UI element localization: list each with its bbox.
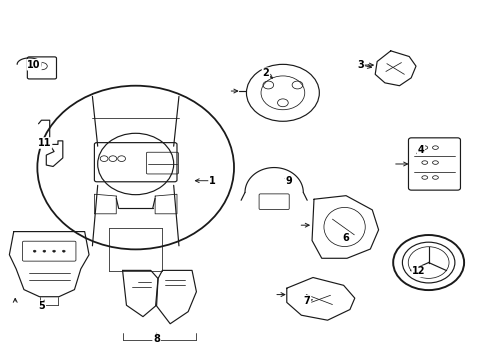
- Text: 11: 11: [38, 138, 51, 148]
- Text: 7: 7: [304, 296, 311, 306]
- Text: 4: 4: [417, 145, 424, 155]
- Text: 6: 6: [343, 233, 349, 243]
- Ellipse shape: [33, 250, 36, 252]
- Text: 12: 12: [412, 266, 426, 276]
- Text: 9: 9: [285, 176, 292, 186]
- Text: 3: 3: [357, 60, 364, 70]
- Text: 8: 8: [153, 334, 160, 344]
- Text: 1: 1: [209, 176, 216, 186]
- Text: 2: 2: [263, 68, 270, 78]
- Ellipse shape: [52, 250, 55, 252]
- Ellipse shape: [43, 250, 46, 252]
- Ellipse shape: [62, 250, 65, 252]
- Text: 10: 10: [27, 60, 41, 70]
- Text: 5: 5: [39, 301, 45, 311]
